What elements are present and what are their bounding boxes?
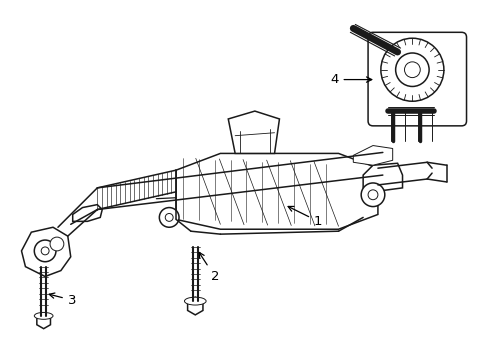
Circle shape <box>159 208 179 227</box>
Text: 4: 4 <box>330 73 372 86</box>
Circle shape <box>50 237 64 251</box>
Ellipse shape <box>34 312 53 319</box>
Polygon shape <box>73 204 102 221</box>
Polygon shape <box>37 313 50 329</box>
Polygon shape <box>176 153 378 229</box>
Text: 2: 2 <box>199 252 219 283</box>
Circle shape <box>361 183 385 207</box>
Polygon shape <box>363 163 402 192</box>
Polygon shape <box>188 297 203 315</box>
Polygon shape <box>22 227 71 276</box>
Circle shape <box>34 240 56 262</box>
Circle shape <box>41 247 49 255</box>
Text: 3: 3 <box>49 293 76 307</box>
Text: 1: 1 <box>288 206 322 228</box>
Ellipse shape <box>184 297 206 305</box>
Circle shape <box>368 190 378 200</box>
Circle shape <box>165 213 173 221</box>
Polygon shape <box>353 145 392 165</box>
Circle shape <box>405 62 420 78</box>
FancyBboxPatch shape <box>368 32 466 126</box>
Circle shape <box>395 53 429 86</box>
Polygon shape <box>228 111 279 153</box>
